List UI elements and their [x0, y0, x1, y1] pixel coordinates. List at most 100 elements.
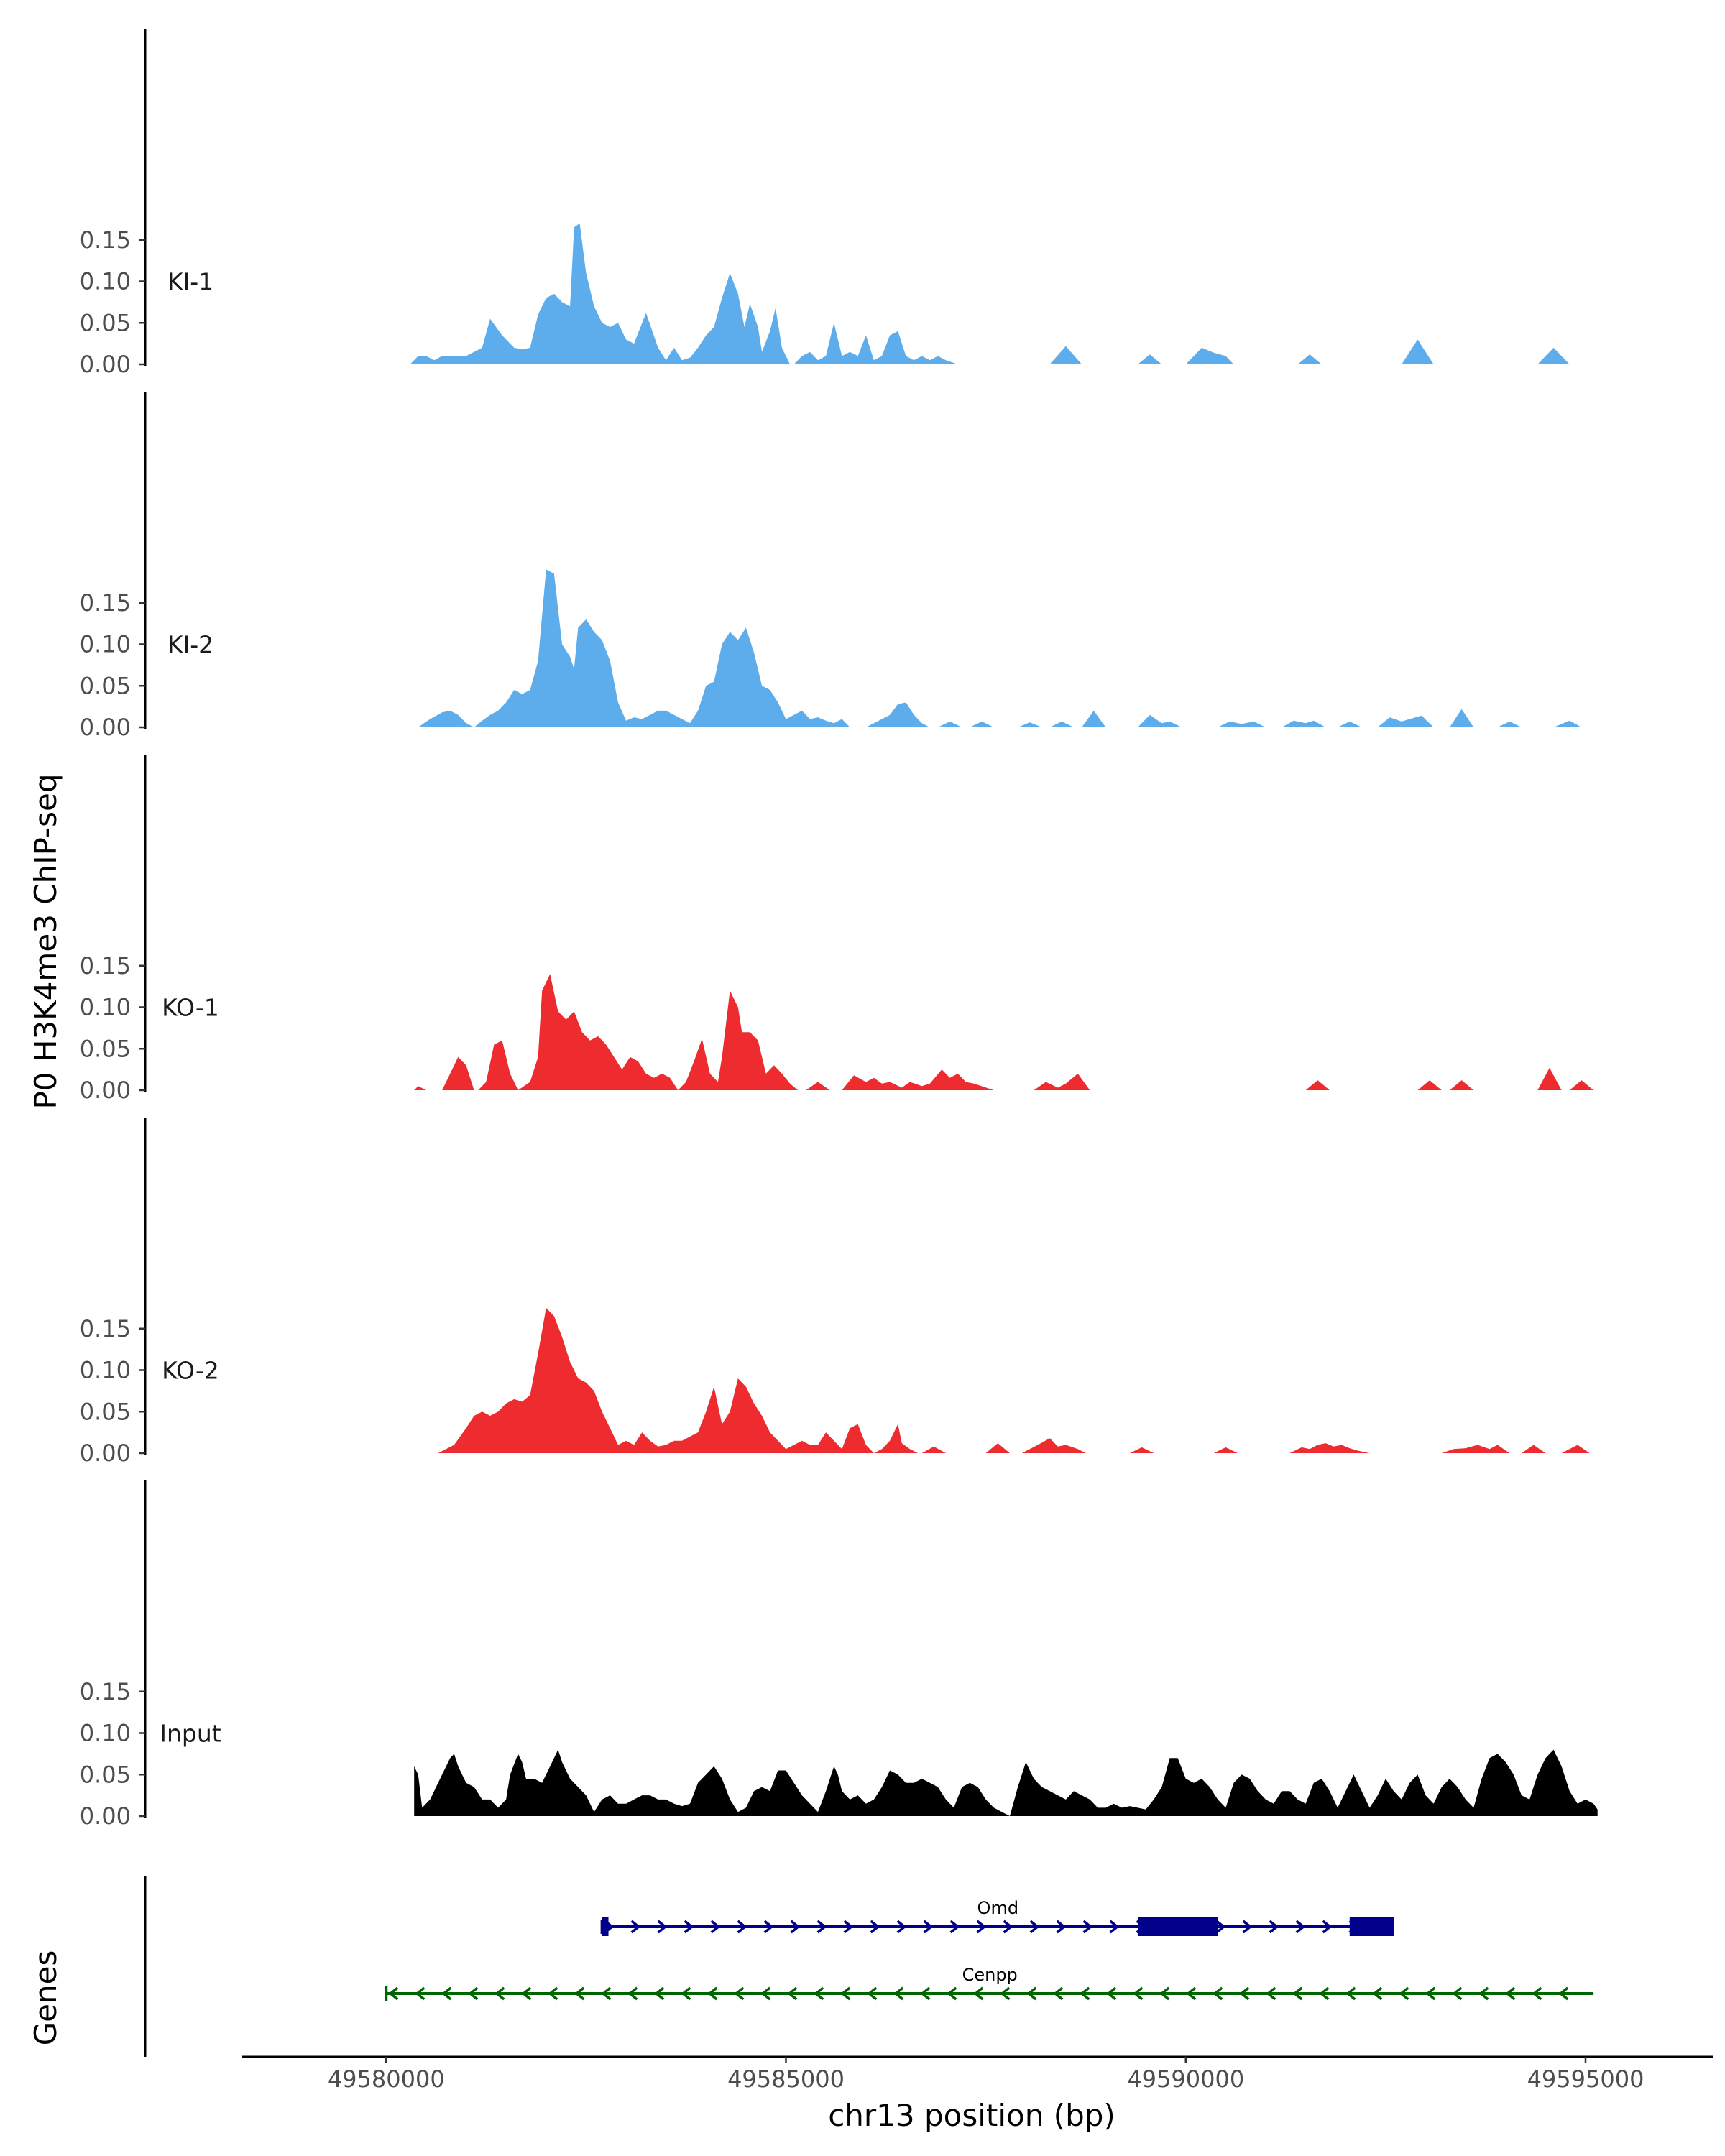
- strand-arrow: [976, 1920, 987, 1934]
- coverage-area-ko-1-6: [842, 1069, 994, 1090]
- coverage-area-ko-2-3: [1021, 1438, 1086, 1453]
- y-tick-label: 0.15: [80, 589, 131, 617]
- strand-arrow: [1322, 1920, 1333, 1934]
- strand-arrow: [840, 1986, 851, 2001]
- coverage-area-ki-1-5: [1297, 354, 1322, 364]
- strand-arrow: [790, 1920, 801, 1934]
- coverage-area-ki-1-2: [1049, 346, 1082, 364]
- y-tick-label: 0.05: [80, 1035, 131, 1062]
- strand-arrow: [441, 1986, 452, 2001]
- track-label: KI-1: [167, 268, 213, 296]
- strand-arrow: [1372, 1986, 1383, 2001]
- track-label: KI-2: [167, 631, 213, 659]
- y-tick-label: 0.05: [80, 309, 131, 336]
- strand-arrow: [684, 1920, 694, 1934]
- strand-arrow: [787, 1986, 798, 2001]
- strand-arrow: [1159, 1986, 1170, 2001]
- strand-arrow: [548, 1986, 558, 2001]
- coverage-area-ki-2-0: [418, 569, 850, 727]
- y-tick-label: 0.00: [80, 1077, 131, 1104]
- coverage-area-ko-2-0: [438, 1307, 919, 1453]
- strand-arrow: [1319, 1986, 1330, 2001]
- strand-arrow: [843, 1920, 854, 1934]
- coverage-tracks: 0.00 0.05 0.10 0.15 KI-1 0.00 0.05 0.10 0.15 KI-2…: [80, 29, 1598, 1830]
- gene-cenpp: Cenpp: [385, 1965, 1594, 2001]
- coverage-area-ki-1-0: [410, 223, 791, 364]
- strand-arrow: [870, 1920, 880, 1934]
- coverage-area-ko-1-0: [414, 1086, 426, 1090]
- strand-arrow: [521, 1986, 532, 2001]
- strand-arrow: [1106, 1986, 1117, 2001]
- track-input: 0.00 0.05 0.10 0.15 Input: [80, 1480, 1598, 1830]
- strand-arrow: [1133, 1986, 1144, 2001]
- y-tick-label: 0.15: [80, 1315, 131, 1342]
- strand-arrow: [1215, 1920, 1226, 1934]
- strand-arrow: [1000, 1986, 1011, 2001]
- strand-arrow: [1109, 1920, 1120, 1934]
- strand-arrow: [1242, 1920, 1253, 1934]
- coverage-area-ki-2-10: [1338, 721, 1362, 727]
- strand-arrow: [949, 1920, 960, 1934]
- coverage-area-ki-2-7: [1138, 714, 1182, 727]
- strand-arrow: [923, 1920, 934, 1934]
- strand-arrow: [1003, 1920, 1013, 1934]
- x-axis: 49580000 49585000 49590000 49595000: [242, 2055, 1714, 2093]
- coverage-area-ko-1-2: [478, 1040, 518, 1090]
- strand-arrow: [681, 1986, 691, 2001]
- strand-arrow: [1239, 1986, 1250, 2001]
- y-axis-title: P0 H3K4me3 ChIP-seq: [28, 773, 63, 1109]
- gene-omd: Omd: [600, 1898, 1394, 1936]
- y-tick-label: 0.00: [80, 351, 131, 378]
- strand-arrow: [388, 1986, 399, 2001]
- strand-arrow: [1269, 1920, 1279, 1934]
- x-tick-label: 49595000: [1527, 2065, 1644, 2093]
- strand-arrow: [710, 1920, 721, 1934]
- track-label: Input: [160, 1720, 221, 1748]
- strand-arrow: [707, 1986, 718, 2001]
- strand-arrow: [816, 1920, 827, 1934]
- coverage-area-ko-1-11: [1537, 1067, 1562, 1090]
- coverage-area-ki-2-9: [1282, 720, 1326, 727]
- coverage-area-ki-1-4: [1185, 347, 1234, 364]
- strand-arrow: [1346, 1986, 1356, 2001]
- strand-arrow: [574, 1986, 585, 2001]
- track-ko-2: 0.00 0.05 0.10 0.15 KO-2: [80, 1118, 1590, 1467]
- coverage-area-ki-2-11: [1377, 715, 1434, 727]
- coverage-area-ko-2-8: [1522, 1445, 1546, 1453]
- strand-arrow: [627, 1986, 638, 2001]
- coverage-area-ko-2-9: [1561, 1445, 1590, 1453]
- coverage-area-input-0: [414, 1749, 1598, 1816]
- y-tick-label: 0.15: [80, 1678, 131, 1705]
- strand-arrow: [1053, 1986, 1064, 2001]
- strand-arrow: [1558, 1986, 1569, 2001]
- strand-arrow: [494, 1986, 505, 2001]
- y-tick-label: 0.05: [80, 1761, 131, 1788]
- strand-arrow: [1080, 1986, 1090, 2001]
- strand-arrow: [601, 1986, 612, 2001]
- strand-arrow: [630, 1920, 641, 1934]
- y-tick-label: 0.05: [80, 672, 131, 699]
- track-ki-1: 0.00 0.05 0.10 0.15 KI-1: [80, 29, 1570, 378]
- strand-arrow: [947, 1986, 957, 2001]
- y-tick-label: 0.10: [80, 994, 131, 1021]
- coverage-area-ki-2-1: [865, 702, 930, 727]
- strand-arrow: [1452, 1986, 1463, 2001]
- y-tick-label: 0.15: [80, 952, 131, 980]
- exon: [1138, 1917, 1218, 1936]
- strand-arrow: [1532, 1986, 1542, 2001]
- y-tick-label: 0.10: [80, 268, 131, 295]
- coverage-area-ko-1-10: [1449, 1080, 1474, 1090]
- coverage-area-ki-2-6: [1082, 710, 1106, 727]
- genes-axis-title: Genes: [28, 1950, 63, 2046]
- coverage-area-ki-2-8: [1218, 721, 1266, 727]
- y-tick-label: 0.10: [80, 1720, 131, 1747]
- strand-arrow: [468, 1986, 479, 2001]
- strand-arrow: [1295, 1920, 1306, 1934]
- coverage-area-ko-1-1: [442, 1056, 474, 1090]
- gene-label: Cenpp: [962, 1965, 1018, 1985]
- strand-arrow: [1478, 1986, 1489, 2001]
- track-label: KO-1: [162, 994, 219, 1022]
- strand-arrow: [1186, 1986, 1197, 2001]
- coverage-area-ko-1-5: [806, 1082, 830, 1090]
